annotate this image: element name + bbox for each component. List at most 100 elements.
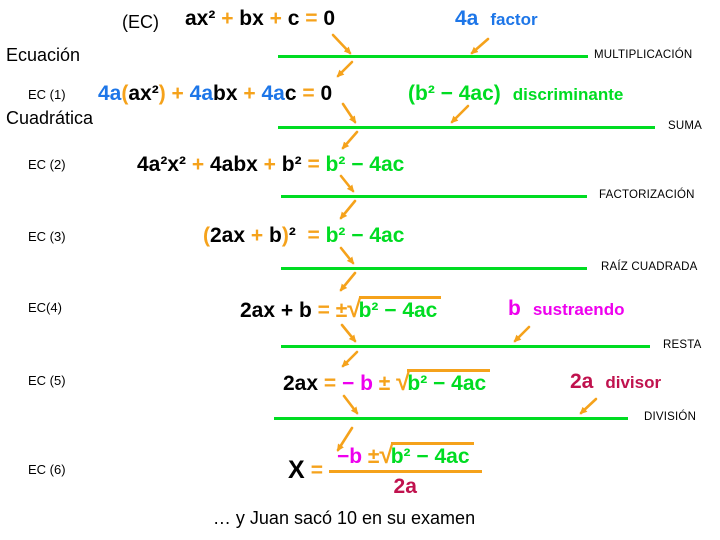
- annotation-discriminante: (b² − 4ac) discriminante: [408, 82, 623, 106]
- row-label-ec3: EC (3): [28, 229, 66, 244]
- row-label-ec6: EC (6): [28, 462, 66, 477]
- eq-token: (: [203, 224, 210, 247]
- flow-arrow-icon: [331, 33, 352, 55]
- eq-token: b² − 4ac: [358, 296, 442, 323]
- annotation-arrow-icon: [470, 37, 490, 55]
- eq-token: 0: [323, 7, 336, 30]
- eq-token: − b: [341, 372, 379, 395]
- equation-step-3: (2ax + b) ² = b² − 4ac: [203, 224, 404, 248]
- step-line-resta: [281, 345, 650, 348]
- step-line-suma: [278, 126, 655, 129]
- operation-label-multiplicacion: MULTIPLICACIÓN: [594, 49, 693, 61]
- annotation-sustraendo: b sustraendo: [508, 297, 624, 321]
- flow-arrow-icon: [340, 323, 357, 343]
- eq-token: √: [396, 366, 411, 396]
- row-label-ec4: EC(4): [28, 300, 62, 315]
- eq-token: (: [121, 82, 129, 105]
- flow-arrow-icon: [341, 102, 357, 124]
- eq-token: 4a: [189, 82, 214, 105]
- flow-arrow-icon: [339, 246, 355, 265]
- annotation-sustraendo-value: b: [508, 297, 521, 320]
- annotation-divisor-value: 2a: [570, 370, 594, 393]
- equation-step-2: 4a²x² + 4abx + b² = b² − 4ac: [137, 153, 404, 177]
- eq-token: 4abx: [209, 153, 264, 176]
- equation-step-1: 4a(ax²) + 4a bx + 4a c = 0: [98, 82, 332, 106]
- eq-token: 2ax: [210, 224, 251, 247]
- step-line-factorizacion: [281, 195, 587, 198]
- eq-token: 4a: [261, 82, 285, 105]
- row-label-ec1: EC (1): [28, 87, 66, 102]
- flow-arrow-icon: [339, 271, 357, 292]
- eq-token: ±: [335, 299, 348, 322]
- equation-step-5: 2ax = − b ± √ b² − 4ac: [283, 366, 491, 396]
- flow-arrow-icon: [336, 60, 354, 78]
- eq-token: +: [191, 153, 210, 176]
- eq-token: ax²: [128, 82, 159, 105]
- eq-token: =: [307, 153, 326, 176]
- equation-step-6: X = −b ± √ b² − 4ac 2a: [288, 439, 482, 499]
- eq-token: 2ax + b: [240, 299, 318, 322]
- step-line-division: [274, 417, 628, 420]
- equation-original: ax² + bx + c = 0: [185, 7, 335, 31]
- operation-label-raiz-cuadrada: RAÍZ CUADRADA: [601, 261, 698, 273]
- ec6-fraction: −b ± √ b² − 4ac 2a: [328, 439, 482, 499]
- eq-token: bx: [213, 82, 244, 105]
- annotation-arrow-icon: [513, 325, 531, 343]
- row-label-ec2: EC (2): [28, 157, 66, 172]
- flow-arrow-icon: [341, 130, 359, 150]
- eq-token: ) +: [158, 82, 190, 105]
- eq-token: b² − 4ac: [325, 153, 405, 176]
- page-title-line1: Ecuación: [6, 45, 81, 65]
- ec6-numerator: −b ± √ b² − 4ac: [329, 439, 482, 470]
- equation-step-4: 2ax + b = ± √ b² − 4ac: [240, 293, 442, 323]
- eq-token: −b: [336, 445, 368, 468]
- annotation-divisor-label: divisor: [605, 373, 662, 392]
- eq-token: ax²: [185, 7, 222, 30]
- operation-label-resta: RESTA: [663, 339, 702, 351]
- ec6-x: X: [288, 456, 305, 484]
- annotation-arrow-icon: [579, 397, 598, 415]
- eq-token: b²: [281, 153, 308, 176]
- annotation-factor-label: factor: [490, 10, 538, 29]
- eq-token: +: [269, 7, 288, 30]
- eq-token: +: [221, 7, 240, 30]
- ec6-equals: =: [310, 458, 323, 482]
- eq-token: √: [379, 439, 394, 469]
- eq-token: =: [295, 224, 326, 247]
- eq-token: b² − 4ac: [407, 369, 491, 396]
- ec-tag: (EC): [122, 12, 159, 32]
- eq-token: +: [263, 153, 282, 176]
- annotation-discriminante-label: discriminante: [512, 85, 624, 104]
- flow-arrow-icon: [342, 394, 359, 415]
- eq-token: 4a: [98, 82, 122, 105]
- operation-label-factorizacion: FACTORIZACIÓN: [599, 189, 695, 201]
- eq-token: =: [317, 299, 336, 322]
- eq-token: 4a²x²: [137, 153, 192, 176]
- ec6-fraction-bar: [328, 470, 482, 473]
- step-line-multiplicacion: [278, 55, 588, 58]
- eq-token: c: [287, 7, 306, 30]
- eq-token: b: [268, 224, 282, 247]
- annotation-sustraendo-label: sustraendo: [532, 300, 625, 319]
- eq-token: ²: [288, 224, 296, 247]
- flow-arrow-icon: [339, 199, 357, 220]
- operation-label-suma: SUMA: [668, 120, 703, 132]
- eq-token: =: [305, 7, 324, 30]
- eq-token: 2ax: [283, 372, 324, 395]
- row-label-ec5: EC (5): [28, 373, 66, 388]
- eq-token: 0: [320, 82, 333, 105]
- annotation-divisor: 2a divisor: [570, 370, 661, 394]
- eq-token: ±: [378, 372, 397, 395]
- eq-token: =: [302, 82, 321, 105]
- page-title: Ecuación Cuadrática: [6, 3, 93, 171]
- eq-token: c: [284, 82, 303, 105]
- annotation-arrow-icon: [450, 104, 470, 124]
- eq-token: bx: [239, 7, 270, 30]
- eq-token: ): [281, 224, 289, 247]
- footer-note: … y Juan sacó 10 en su examen: [212, 508, 476, 528]
- operation-label-division: DIVISIÓN: [644, 411, 697, 423]
- annotation-factor: 4a factor: [455, 7, 538, 31]
- eq-token: √: [347, 293, 362, 323]
- ec6-denominator: 2a: [393, 475, 417, 498]
